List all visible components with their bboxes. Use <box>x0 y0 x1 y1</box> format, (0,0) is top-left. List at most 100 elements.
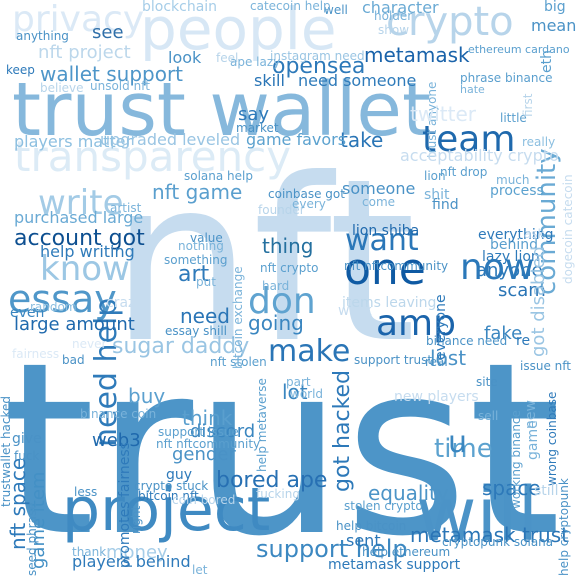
word-web3: web3 <box>92 430 141 451</box>
word-believe: believe <box>40 81 84 95</box>
word-opensea: opensea <box>272 54 366 79</box>
word-people: people <box>140 0 337 63</box>
word-players-matter: players matter <box>14 132 133 151</box>
word-still: still <box>534 483 559 499</box>
word-cryptopunk-solana: cryptopunk solana <box>442 535 554 549</box>
word-lazy-lion: lazy lion <box>482 249 540 265</box>
word-nft: nft <box>110 131 417 393</box>
word-character: character <box>362 0 439 17</box>
word-working-binance: working binance <box>509 410 523 509</box>
word-sugar-daddy: sugar daddy <box>112 334 250 359</box>
word-mean: mean <box>531 16 576 35</box>
word-bad: bad <box>62 353 85 367</box>
word-find: find <box>432 197 459 213</box>
word-come: come <box>362 195 396 209</box>
word-support-issue: support issue <box>158 425 239 439</box>
word-right: right <box>129 505 143 534</box>
word-time: time <box>434 434 493 464</box>
word-thing: thing <box>262 234 314 258</box>
word-discord: discord <box>190 421 256 442</box>
word-say: say <box>238 104 270 125</box>
word-issue-nft: issue nft <box>520 359 571 373</box>
word-lion-shiba: lion shiba <box>352 223 420 239</box>
word-random: random <box>30 300 77 314</box>
word-site: site <box>476 375 498 389</box>
word-nft-game: nft game <box>152 180 243 204</box>
word-wrong-coinbase: wrong coinbase <box>545 391 559 486</box>
word-essay: essay <box>8 277 117 321</box>
word-lost: lost <box>430 346 467 370</box>
word-ape-lazy: ape lazy <box>230 55 281 69</box>
word-metamask-trust: metamask trust <box>410 523 569 547</box>
word-phrase-binance: phrase binance <box>460 71 553 85</box>
word-keep: keep <box>6 63 35 77</box>
word-put: put <box>196 275 216 289</box>
word-nft-crypto: nft crypto <box>260 261 319 275</box>
word-trust-wallet: trust wallet <box>12 67 431 153</box>
word-even: even <box>10 305 45 321</box>
word-need: need <box>180 304 230 328</box>
word-essay-shill: essay shill <box>165 324 228 338</box>
word-got-hacked: got hacked <box>330 369 355 492</box>
word-hard: hard <box>262 279 290 293</box>
word-u: u <box>448 425 468 460</box>
word-need-someone: need someone <box>298 71 417 90</box>
word-know: know <box>40 249 130 289</box>
word-everyone: everyone <box>433 294 449 360</box>
word-founder: founder <box>258 203 305 217</box>
word-fucking: fucking <box>256 487 300 501</box>
word-really: really <box>522 135 556 149</box>
word-purchased-large: purchased large <box>14 208 144 227</box>
word-metamask-support: metamask support <box>328 557 461 573</box>
word-something: something <box>164 253 228 267</box>
word-take: take <box>340 128 384 152</box>
word-transparency: transparency <box>14 132 292 181</box>
word-wallet-support: wallet support <box>40 62 184 86</box>
word-support-help: support help <box>256 535 408 563</box>
word-re: re <box>516 333 531 349</box>
word-nft-project: nft project <box>38 42 131 63</box>
word-want: want <box>345 223 419 258</box>
word-money: money <box>106 542 168 563</box>
word-will: will <box>416 472 539 558</box>
word-large-amount: large amount <box>14 314 135 335</box>
word-scam: scam <box>498 280 546 301</box>
word-fairness: fairness <box>12 347 60 361</box>
word-real: real <box>425 355 448 369</box>
word-give: give <box>12 431 42 447</box>
word-thank: thank <box>72 545 107 559</box>
word-ask: ask <box>524 227 545 241</box>
word-art: art <box>178 262 210 287</box>
word-coinbase-got: coinbase got <box>268 187 345 201</box>
word-nft-drop: nft drop <box>440 165 488 179</box>
word-dogecoin-catecoin: dogecoin catecoin <box>561 174 575 284</box>
word-binance-need: binance need <box>426 334 508 348</box>
word-make: make <box>268 334 351 369</box>
word-someone: someone <box>342 179 416 198</box>
word-big: big <box>544 0 566 15</box>
word-coin-bored: coin bored <box>172 493 236 507</box>
word-catecoin-help: catecoin help <box>250 0 331 13</box>
word-project: project <box>62 475 271 545</box>
word-guy: guy <box>166 467 193 483</box>
word-much: much <box>496 173 530 187</box>
word-players-behind: players behind <box>72 552 191 571</box>
word-binance-coin: binance coin <box>80 407 157 421</box>
word-items-leaving: items leaving <box>342 295 437 311</box>
word-help-writing: help writing <box>40 242 135 261</box>
word-unsold-nft: unsold nft <box>90 79 150 93</box>
word-shit: shit <box>424 187 450 203</box>
word-trust: trust <box>2 312 562 576</box>
word-crypto-stuck: crypto stuck <box>134 479 209 493</box>
word-behind: behind <box>490 237 539 253</box>
word-less: less <box>74 485 98 499</box>
word-first: first <box>521 93 535 117</box>
word-got-disabled: got disabled <box>528 246 549 357</box>
word-going: going <box>248 311 304 335</box>
word-solana-help: solana help <box>184 169 253 183</box>
word-twitter: twitter <box>410 102 476 126</box>
word-world: world <box>290 387 324 401</box>
word-crypto: crypto <box>386 0 514 45</box>
word-help-ethereum: help ethereum <box>362 545 451 559</box>
word-hate: hate <box>460 83 485 96</box>
